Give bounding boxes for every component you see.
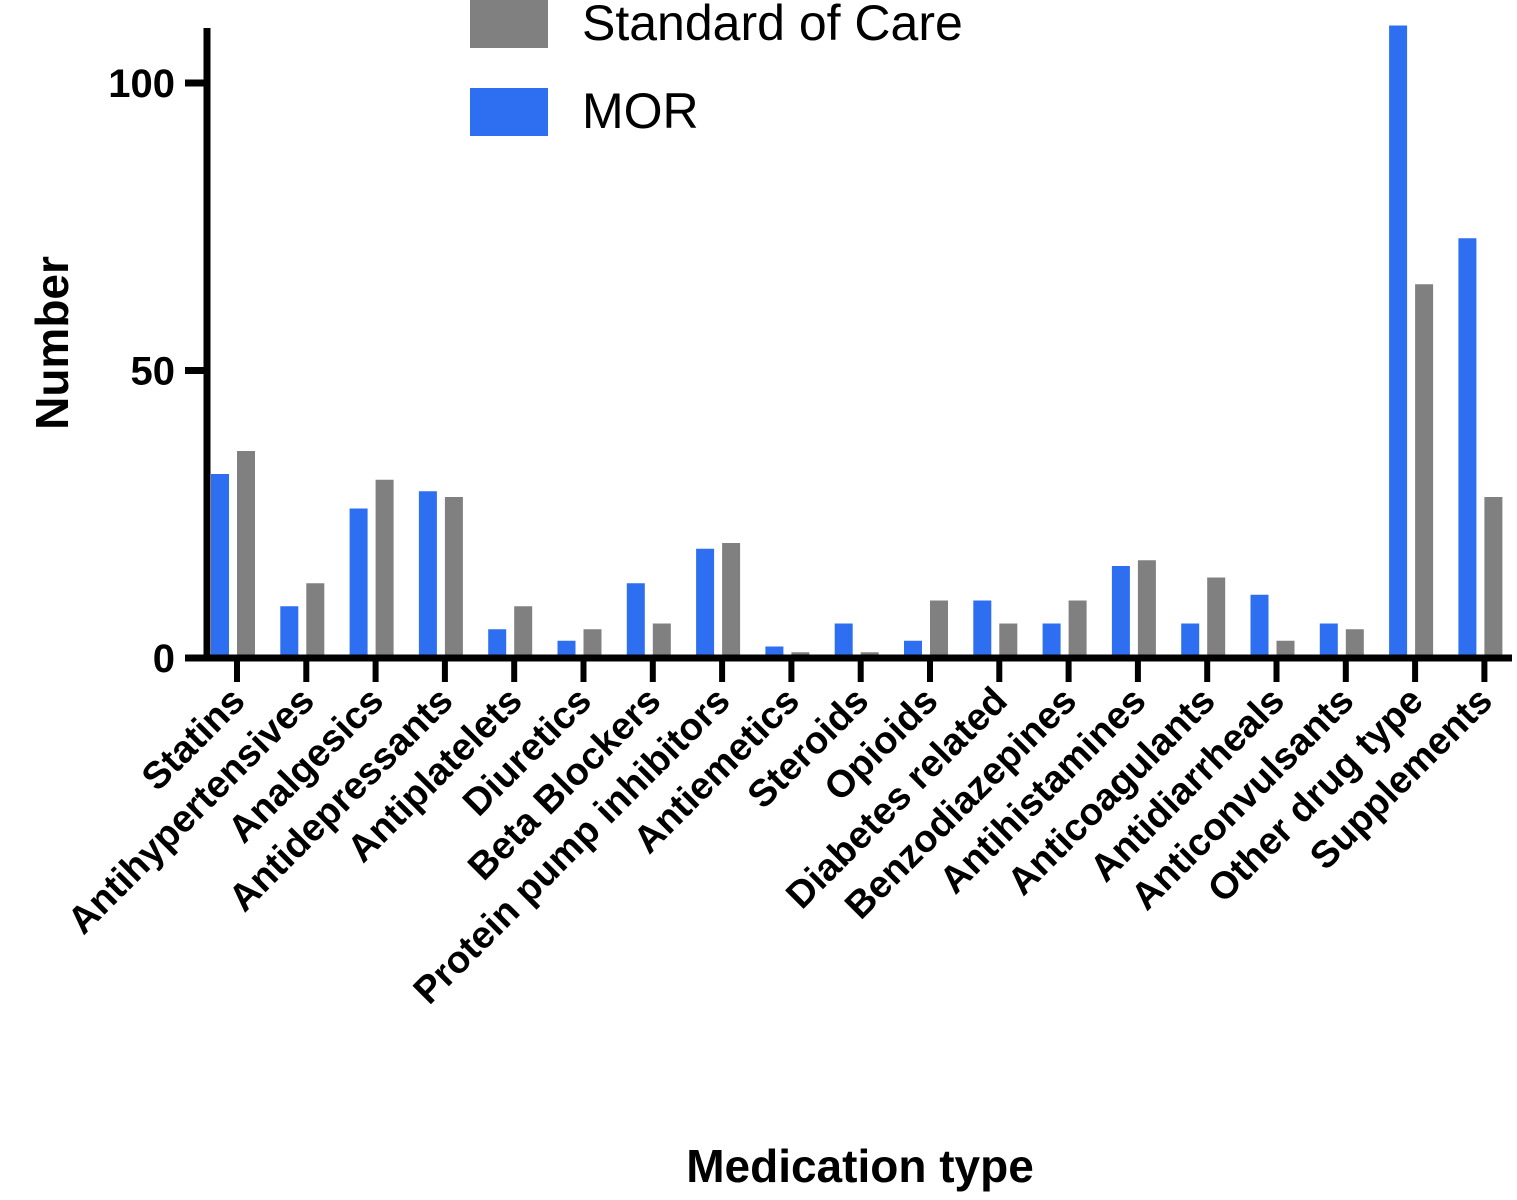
bar-mor bbox=[904, 640, 922, 658]
legend-swatch bbox=[470, 88, 548, 136]
bar-standard-of-care bbox=[999, 623, 1018, 658]
y-tick-label: 0 bbox=[153, 637, 175, 681]
bar-standard-of-care bbox=[652, 623, 671, 658]
x-axis-title: Medication type bbox=[686, 1140, 1034, 1192]
bar-standard-of-care bbox=[1415, 284, 1434, 658]
bar-standard-of-care bbox=[375, 479, 394, 658]
bar-standard-of-care bbox=[1484, 497, 1503, 658]
y-tick-label: 50 bbox=[131, 350, 176, 394]
legend-swatch bbox=[470, 0, 548, 48]
bar-standard-of-care bbox=[930, 600, 948, 658]
y-tick-label: 100 bbox=[108, 62, 175, 106]
y-axis-title: Number bbox=[26, 256, 78, 430]
bar-standard-of-care bbox=[583, 629, 602, 658]
bar-standard-of-care bbox=[1137, 560, 1156, 658]
bar-mor bbox=[765, 646, 784, 658]
bar-standard-of-care bbox=[237, 451, 255, 658]
bar-mor bbox=[1389, 25, 1408, 658]
bar-mor bbox=[1111, 566, 1130, 658]
bar-mor bbox=[280, 606, 299, 658]
bar-standard-of-care bbox=[1345, 629, 1364, 658]
x-axis-ticks: StatinsAntihypertensivesAnalgesicsAntide… bbox=[60, 658, 1501, 1012]
bar-mor bbox=[349, 508, 368, 658]
bar-mor bbox=[211, 474, 229, 658]
bar-mor bbox=[557, 640, 576, 658]
bars-layer bbox=[211, 25, 1503, 658]
bar-standard-of-care bbox=[1207, 577, 1226, 658]
legend: Standard of Care MOR bbox=[470, 0, 963, 139]
bar-mor bbox=[418, 491, 437, 658]
bar-mor bbox=[1458, 238, 1477, 658]
bar-mor bbox=[834, 623, 853, 658]
bar-mor bbox=[973, 600, 992, 658]
bar-mor bbox=[488, 629, 507, 658]
bar-mor bbox=[1181, 623, 1200, 658]
bar-standard-of-care bbox=[514, 606, 533, 658]
bar-standard-of-care bbox=[1276, 640, 1295, 658]
bar-mor bbox=[1319, 623, 1338, 658]
bar-mor bbox=[626, 583, 645, 658]
legend-label: Standard of Care bbox=[582, 0, 963, 51]
bar-mor bbox=[1250, 594, 1269, 658]
bar-mor bbox=[1042, 623, 1061, 658]
bar-standard-of-care bbox=[306, 583, 325, 658]
legend-label: MOR bbox=[582, 83, 699, 139]
bar-standard-of-care bbox=[1068, 600, 1087, 658]
bar-mor bbox=[696, 548, 715, 658]
bar-standard-of-care bbox=[444, 497, 463, 658]
y-axis-ticks: 0 50 100 bbox=[108, 62, 207, 681]
bar-standard-of-care bbox=[722, 543, 741, 658]
